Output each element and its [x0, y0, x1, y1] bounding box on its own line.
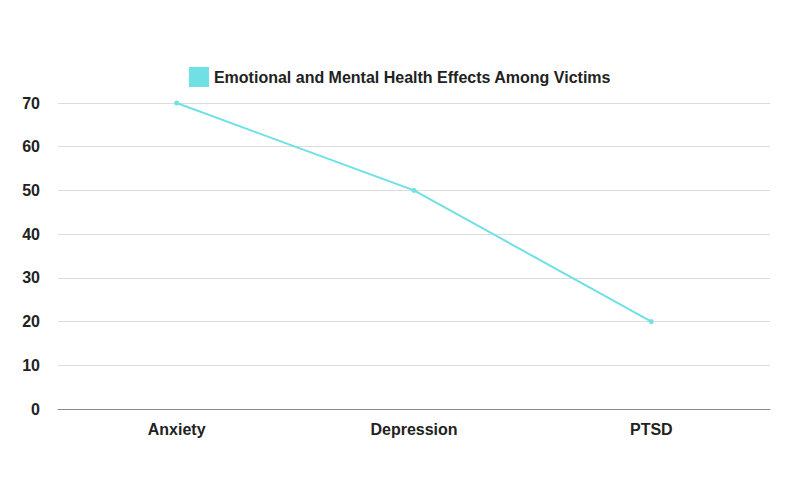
svg-text:40: 40 [22, 226, 40, 243]
svg-text:PTSD: PTSD [630, 421, 673, 438]
svg-text:10: 10 [22, 357, 40, 374]
svg-text:0: 0 [31, 401, 40, 418]
svg-text:70: 70 [22, 95, 40, 112]
svg-text:20: 20 [22, 313, 40, 330]
svg-text:Emotional and Mental Health Ef: Emotional and Mental Health Effects Amon… [214, 69, 611, 86]
svg-text:30: 30 [22, 269, 40, 286]
svg-text:Depression: Depression [370, 421, 457, 438]
svg-text:60: 60 [22, 138, 40, 155]
svg-text:50: 50 [22, 182, 40, 199]
svg-text:Anxiety: Anxiety [148, 421, 206, 438]
